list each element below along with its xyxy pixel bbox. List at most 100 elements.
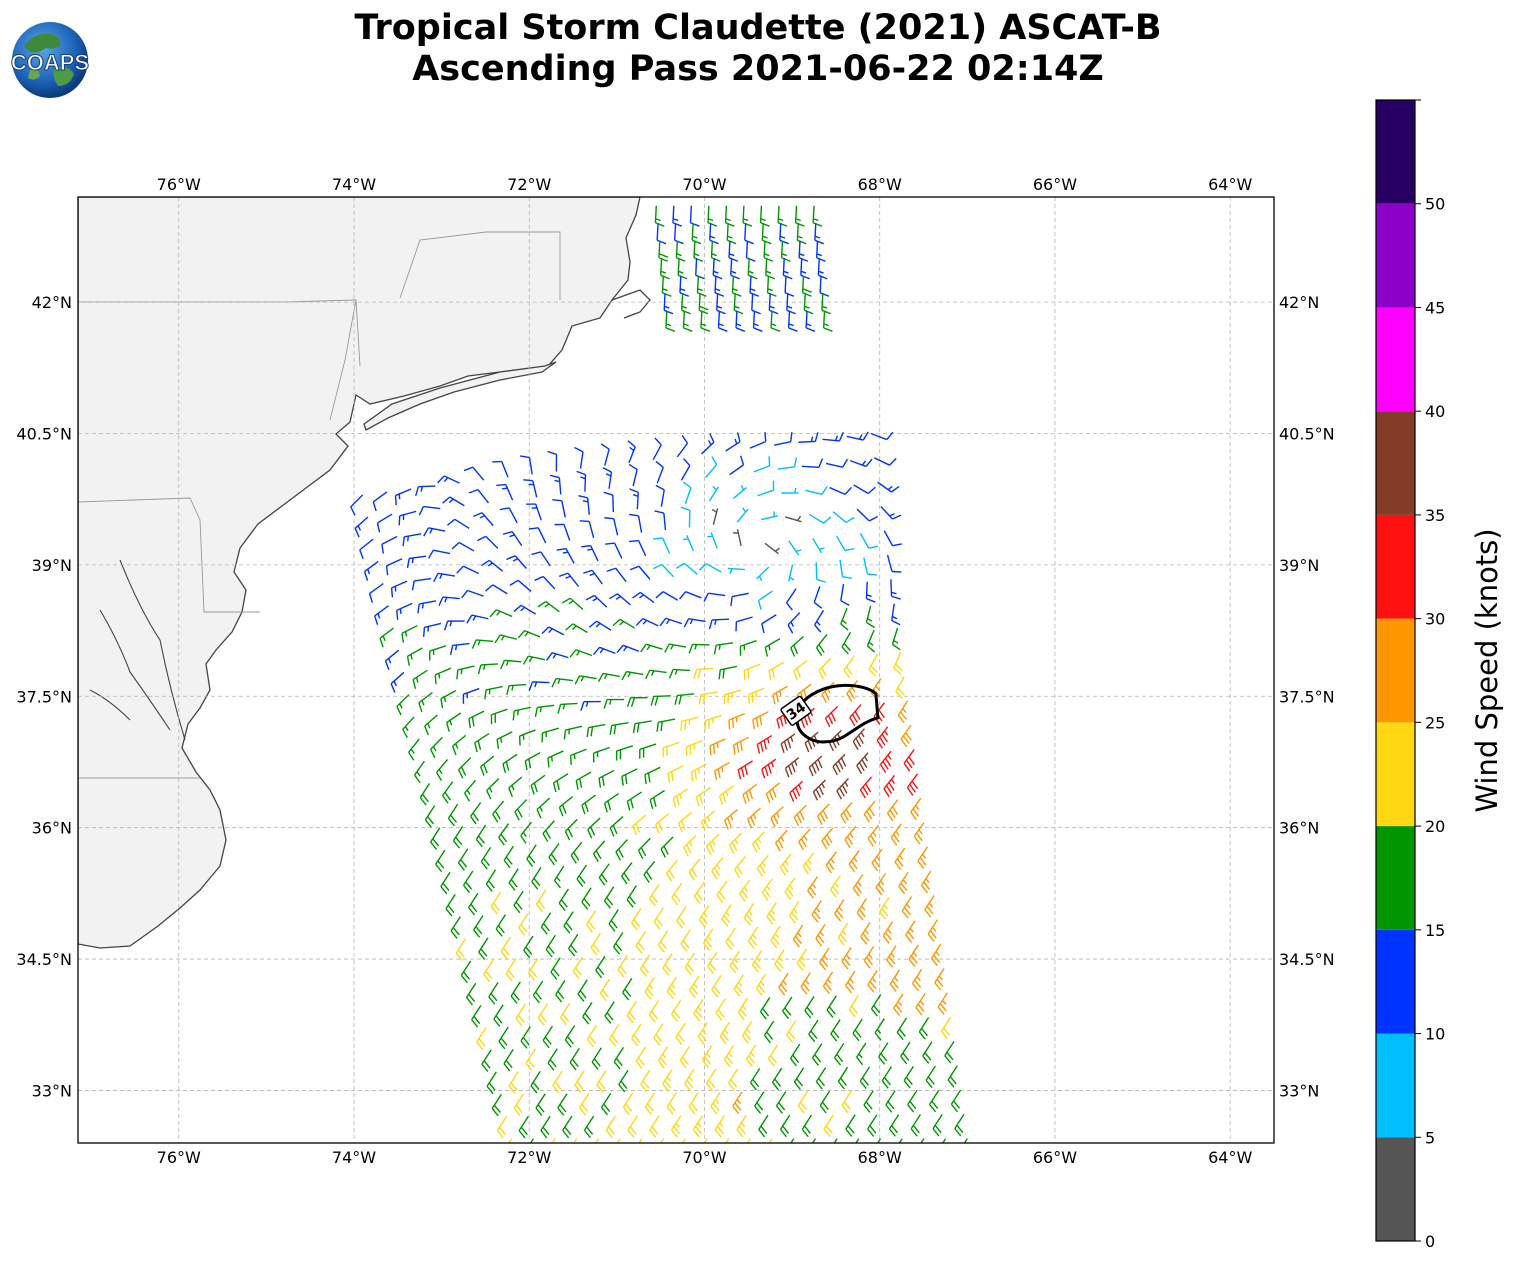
wind-barb — [822, 971, 834, 995]
wind-barb — [471, 1005, 482, 1028]
wind-barb — [789, 780, 803, 802]
wind-barb — [456, 565, 480, 575]
wind-barb — [837, 923, 849, 946]
wind-barb — [883, 530, 902, 547]
wind-barb — [711, 508, 719, 525]
wind-barb — [818, 657, 832, 680]
wind-barb — [616, 1138, 621, 1143]
wind-barb — [900, 724, 912, 748]
wind-barb — [680, 929, 691, 952]
wind-barb — [714, 1115, 725, 1138]
wind-barb — [575, 771, 592, 790]
wind-barb — [833, 1138, 838, 1143]
wind-barb — [889, 969, 901, 992]
wind-barb — [461, 589, 484, 599]
wind-barb — [688, 975, 700, 999]
wind-barb — [649, 1115, 660, 1138]
wind-barb — [570, 748, 587, 765]
wind-barb — [462, 687, 480, 704]
wind-barb — [547, 450, 558, 472]
wind-barb — [657, 1046, 669, 1069]
wind-barb — [787, 612, 801, 634]
wind-barb — [732, 1091, 743, 1115]
wind-barb — [508, 868, 519, 891]
wind-barb — [592, 840, 606, 863]
wind-barb — [551, 1138, 556, 1143]
wind-barb — [761, 758, 777, 779]
wind-barb — [657, 930, 669, 953]
lat-tick-label-right: 33°N — [1279, 1081, 1319, 1100]
wind-barb — [615, 839, 629, 861]
wind-barb — [653, 537, 671, 554]
wind-barb — [558, 796, 574, 817]
wind-barb — [874, 1018, 885, 1041]
wind-barb — [527, 958, 539, 981]
wind-barb — [865, 581, 876, 603]
wind-barb — [643, 860, 656, 883]
map-frame — [77, 196, 1275, 1144]
wind-barb — [587, 817, 601, 839]
wind-barb — [542, 1025, 554, 1049]
wind-barb — [435, 849, 446, 873]
wind-barb — [840, 801, 853, 824]
wind-barb — [708, 485, 720, 502]
wind-barb — [698, 691, 718, 705]
colorbar-segment — [1376, 618, 1415, 723]
wind-barb — [782, 996, 793, 1020]
wind-barb — [637, 837, 651, 860]
wind-barb — [385, 558, 403, 576]
colorbar: 0 5 10 15 20 25 30 35 40 45 50 Wind Speed (knots) — [1375, 99, 1504, 1251]
wind-barb — [798, 432, 819, 443]
wind-barb — [621, 670, 644, 681]
wind-barb — [675, 1022, 686, 1046]
wind-barb — [498, 1026, 509, 1050]
wind-barb — [632, 591, 655, 604]
wind-barb — [582, 1002, 593, 1025]
wind-barb — [678, 591, 702, 600]
wind-barb — [859, 776, 873, 799]
wind-barb — [778, 972, 789, 996]
wind-barb — [719, 1021, 731, 1045]
wind-barb — [661, 275, 672, 297]
wind-barb — [922, 1041, 933, 1064]
wind-barb — [785, 1020, 797, 1043]
wind-barb — [668, 668, 691, 679]
wind-barb — [441, 781, 454, 804]
lat-tick-label-right: 37.5°N — [1279, 687, 1335, 706]
wind-barb — [473, 915, 484, 938]
logo-text: COAPS — [11, 50, 89, 75]
wind-barb — [693, 667, 714, 679]
wind-barb — [747, 807, 761, 829]
wind-barb — [900, 1041, 911, 1065]
wind-barb — [716, 880, 728, 904]
wind-barb — [515, 1003, 526, 1027]
wind-barb — [592, 746, 610, 763]
wind-barb — [644, 977, 655, 1000]
wind-barb — [733, 974, 744, 997]
wind-barb — [517, 629, 541, 639]
wind-barb — [583, 1115, 595, 1139]
wind-barb — [708, 618, 730, 630]
wind-barb — [666, 976, 678, 999]
wind-barb — [465, 982, 477, 1006]
wind-barb — [396, 602, 413, 620]
wind-barb — [812, 537, 825, 554]
wind-barb — [652, 437, 662, 461]
wind-barb — [374, 605, 389, 626]
wind-barb — [855, 1138, 860, 1143]
wind-barb — [800, 972, 811, 995]
wind-barb — [757, 480, 775, 497]
wind-barb — [766, 275, 777, 297]
wind-barb — [703, 592, 726, 603]
wind-barb — [485, 869, 497, 892]
wind-barb — [520, 821, 532, 844]
lat-tick-label-right: 36°N — [1279, 819, 1319, 838]
wind-barb — [622, 1092, 634, 1116]
wind-barb — [863, 800, 876, 823]
wind-barb — [551, 677, 574, 688]
wind-barb — [488, 982, 499, 1005]
wind-barb — [586, 1024, 598, 1048]
colorbar-segment — [1376, 307, 1415, 412]
wind-barb — [947, 1065, 958, 1088]
